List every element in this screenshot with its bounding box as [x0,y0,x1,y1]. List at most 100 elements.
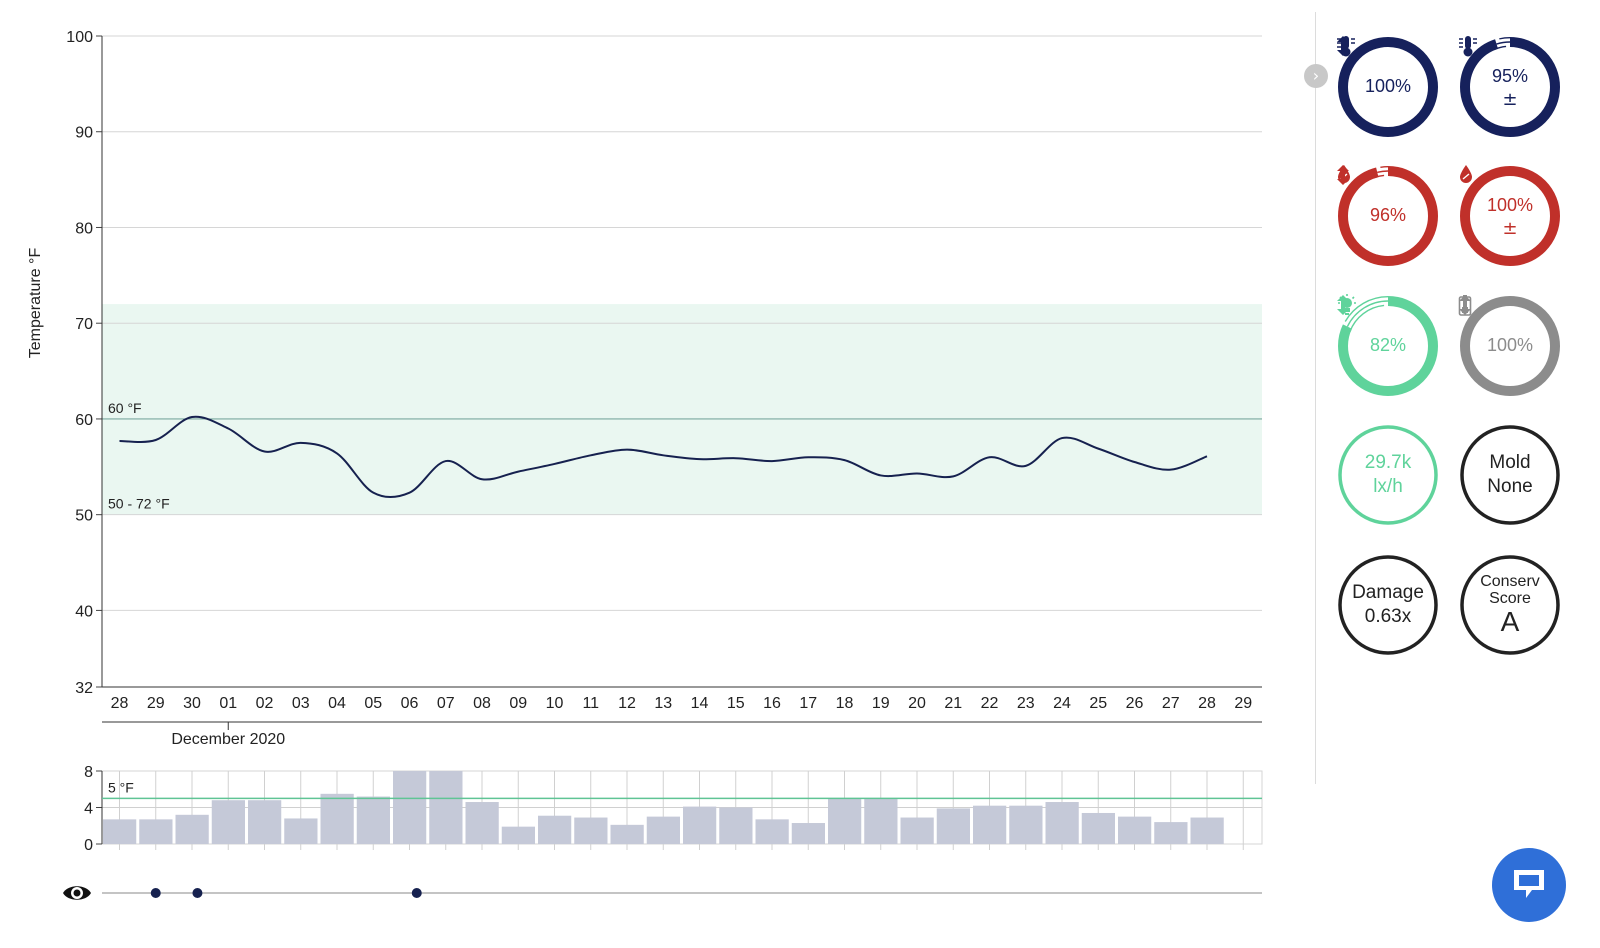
badge-ring [1338,425,1438,525]
badge-ring [1460,425,1560,525]
temp-fluctuation-gauge[interactable]: 95% ± [1458,35,1562,139]
x-tick-label: 17 [799,695,817,712]
gauge-ring [1338,296,1438,396]
up-down-arrow-icon [1337,295,1349,315]
gauge-ring [1338,166,1438,266]
gauge-gap-outline [1342,300,1434,392]
range-bar [683,806,717,844]
battery-gauge[interactable]: 100% [1458,294,1562,398]
x-tick-label: 14 [691,695,709,712]
gauge-gap-outline [1342,170,1434,262]
range-bar [1009,805,1043,844]
badge-ring [1460,555,1560,655]
x-tick-label: 05 [364,695,382,712]
x-tick-label: 20 [908,695,926,712]
x-tick-label: 16 [763,695,781,712]
y-tick-label: 80 [75,220,93,237]
range-bar [393,771,427,844]
x-tick-label: 25 [1089,695,1107,712]
x-tick-label: 10 [546,695,564,712]
x-tick-label: 02 [256,695,274,712]
damage-value: 0.63x [1364,606,1412,627]
rh-fluctuation-value: 100% [1486,194,1534,215]
range-bar [574,817,608,844]
x-tick-label: 09 [509,695,527,712]
x-tick-label: 06 [401,695,419,712]
x-tick-label: 22 [981,695,999,712]
range-bar [646,816,680,844]
gauge-gap-outline [1464,41,1556,133]
light-gauge[interactable]: 82% [1336,294,1440,398]
range-bar [755,819,789,844]
x-tick-label: 29 [1234,695,1252,712]
range-bar [356,796,390,844]
range-bar [1190,817,1224,844]
range-bar [103,819,137,844]
event-marker [411,888,422,898]
y-tick-label: 100 [66,29,93,46]
target-range-band [102,304,1262,515]
badge-ring [1338,555,1438,655]
range-bar [538,815,572,844]
x-tick-label: 08 [473,695,491,712]
damage-label: Damage [1352,582,1424,603]
sub-y-tick-label: 8 [84,764,93,781]
range-bar [248,800,282,844]
mold-value: None [1487,476,1533,497]
y-tick-label: 70 [75,316,93,333]
light-exposure-badge[interactable]: 29.7k lx/h [1336,423,1440,527]
rh-stability-value: 96% [1369,205,1407,225]
range-bar [1045,802,1079,844]
mold-badge[interactable]: Mold None [1458,423,1562,527]
range-bar [1154,822,1188,844]
x-tick-label: 28 [1198,695,1216,712]
temp-stability-gauge[interactable]: 100% [1336,35,1440,139]
rh-fluctuation-gauge[interactable]: 100% ± [1458,164,1562,268]
damage-badge[interactable]: Damage 0.63x [1336,553,1440,657]
x-tick-label: 28 [111,695,129,712]
range-bar [501,826,535,844]
x-tick-label: 01 [219,695,237,712]
range-bar [936,808,970,844]
range-bar [175,814,209,844]
range-bar [320,793,354,844]
temp-stability-value: 100% [1364,76,1412,96]
plus-minus-icon: ± [1502,88,1518,110]
up-down-arrow-icon [1337,165,1349,185]
range-bar [284,818,318,844]
x-tick-label: 30 [183,695,201,712]
up-down-arrow-icon [1459,295,1471,315]
gauge-gap-outline [1338,166,1438,266]
conserv-score-badge[interactable]: Conserv Score A [1458,553,1562,657]
range-bar [973,805,1007,844]
y-tick-label: 40 [75,603,93,620]
x-tick-label: 24 [1053,695,1071,712]
temperature-series-line [119,415,1208,499]
rh-stability-gauge[interactable]: 96% [1336,164,1440,268]
y-tick-label: 90 [75,125,93,142]
range-bar [828,798,862,844]
chat-button[interactable] [1492,848,1566,922]
x-tick-label: 23 [1017,695,1035,712]
eye-icon[interactable] [62,880,92,906]
collapse-sidebar-button[interactable]: › [1304,64,1328,88]
plus-minus-icon: ± [1502,217,1518,239]
sub-y-tick-label: 0 [84,837,93,854]
range-bar [900,817,934,844]
droplet-icon [1460,165,1472,183]
light-value: 82% [1369,335,1407,355]
x-tick-label: 03 [292,695,310,712]
range-bar [719,807,753,844]
x-tick-label: 27 [1162,695,1180,712]
lux-value: 29.7k [1364,452,1412,473]
range-bar [1118,816,1152,844]
x-tick-label: 13 [654,695,672,712]
gauge-gap-outline [1460,37,1560,137]
x-tick-label: 19 [872,695,890,712]
range-bar [211,800,245,844]
range-bar [465,802,499,844]
up-down-arrow-icon [1337,36,1349,56]
range-bar [1081,812,1115,844]
y-tick-label: 32 [75,680,93,697]
